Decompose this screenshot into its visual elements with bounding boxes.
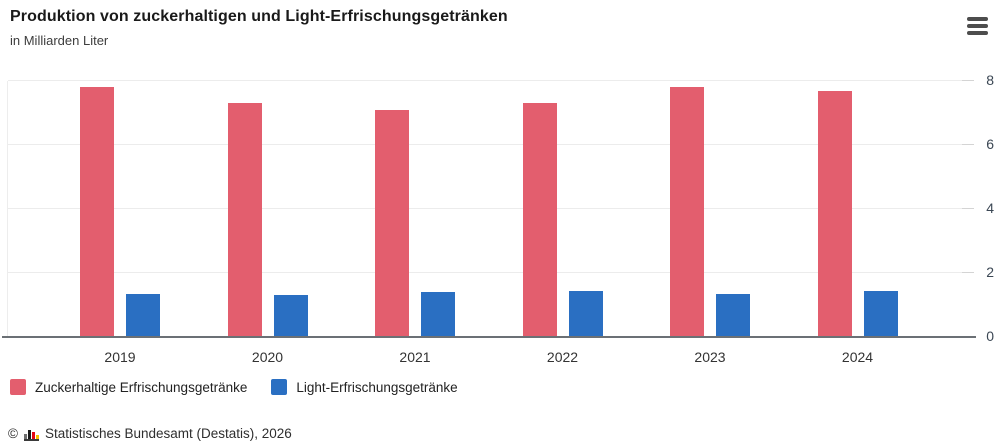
- legend-label: Light-Erfrischungsgetränke: [296, 379, 458, 395]
- menu-button[interactable]: [963, 10, 992, 42]
- legend-label: Zuckerhaltige Erfrischungsgetränke: [35, 379, 248, 395]
- y-tick-label: 8: [986, 72, 994, 88]
- bar-light-2023[interactable]: [716, 293, 750, 337]
- x-tick-label: 2023: [694, 349, 726, 365]
- y-tick-label: 4: [986, 200, 994, 216]
- bar-light-2024[interactable]: [863, 290, 898, 337]
- copyright-symbol: ©: [8, 426, 18, 441]
- x-tick-label: 2024: [841, 349, 874, 365]
- logo-bar: [27, 429, 31, 439]
- legend-item-light[interactable]: Light-Erfrischungsgetränke: [271, 379, 458, 395]
- bar-zuckerhaltige-2023[interactable]: [670, 87, 704, 337]
- y-tick-mark: [962, 272, 974, 273]
- gridline: [8, 80, 962, 81]
- bar-zuckerhaltige-2020[interactable]: [227, 103, 262, 337]
- bar-zuckerhaltige-2019[interactable]: [80, 87, 114, 337]
- y-tick-label: 0: [986, 328, 994, 344]
- logo-bar: [31, 431, 35, 439]
- y-axis-line: [7, 81, 8, 337]
- bar-light-2020[interactable]: [273, 295, 308, 337]
- y-tick-mark: [962, 80, 974, 81]
- x-tick-label: 2019: [104, 349, 136, 365]
- bar-light-2022[interactable]: [568, 290, 603, 337]
- bar-light-2019[interactable]: [126, 293, 160, 337]
- chart-subtitle: in Milliarden Liter: [10, 33, 109, 48]
- x-tick-label: 2020: [251, 349, 284, 365]
- y-tick-label: 2: [986, 264, 994, 280]
- hamburger-menu-icon: [967, 17, 988, 35]
- source-text: Statistisches Bundesamt (Destatis), 2026: [44, 426, 292, 441]
- y-tick-mark: [962, 208, 974, 209]
- bar-zuckerhaltige-2021[interactable]: [375, 109, 409, 337]
- logo-bar: [35, 434, 39, 439]
- bar-light-2021[interactable]: [421, 292, 455, 337]
- y-tick-label: 6: [986, 136, 994, 152]
- gridline: [8, 144, 962, 145]
- logo-bar: [23, 433, 27, 439]
- bar-zuckerhaltige-2024[interactable]: [817, 90, 852, 337]
- x-tick-label: 2021: [399, 349, 431, 365]
- legend-swatch-light: [271, 379, 288, 395]
- source-attribution: © Statistisches Bundesamt (Destatis), 20…: [8, 426, 292, 441]
- y-tick-mark: [962, 144, 974, 145]
- destatis-logo-icon: [23, 427, 39, 441]
- gridline: [8, 272, 962, 273]
- chart-title: Produktion von zuckerhaltigen und Light-…: [10, 8, 508, 25]
- x-axis-line: [2, 336, 976, 338]
- gridline: [8, 208, 962, 209]
- legend-swatch-zuckerhaltige: [10, 379, 26, 395]
- legend-item-zuckerhaltige[interactable]: Zuckerhaltige Erfrischungsgetränke: [10, 379, 247, 395]
- bar-zuckerhaltige-2022[interactable]: [522, 103, 557, 337]
- x-tick-label: 2022: [546, 349, 579, 365]
- chart-legend: Zuckerhaltige Erfrischungsgetränke Light-…: [10, 379, 458, 395]
